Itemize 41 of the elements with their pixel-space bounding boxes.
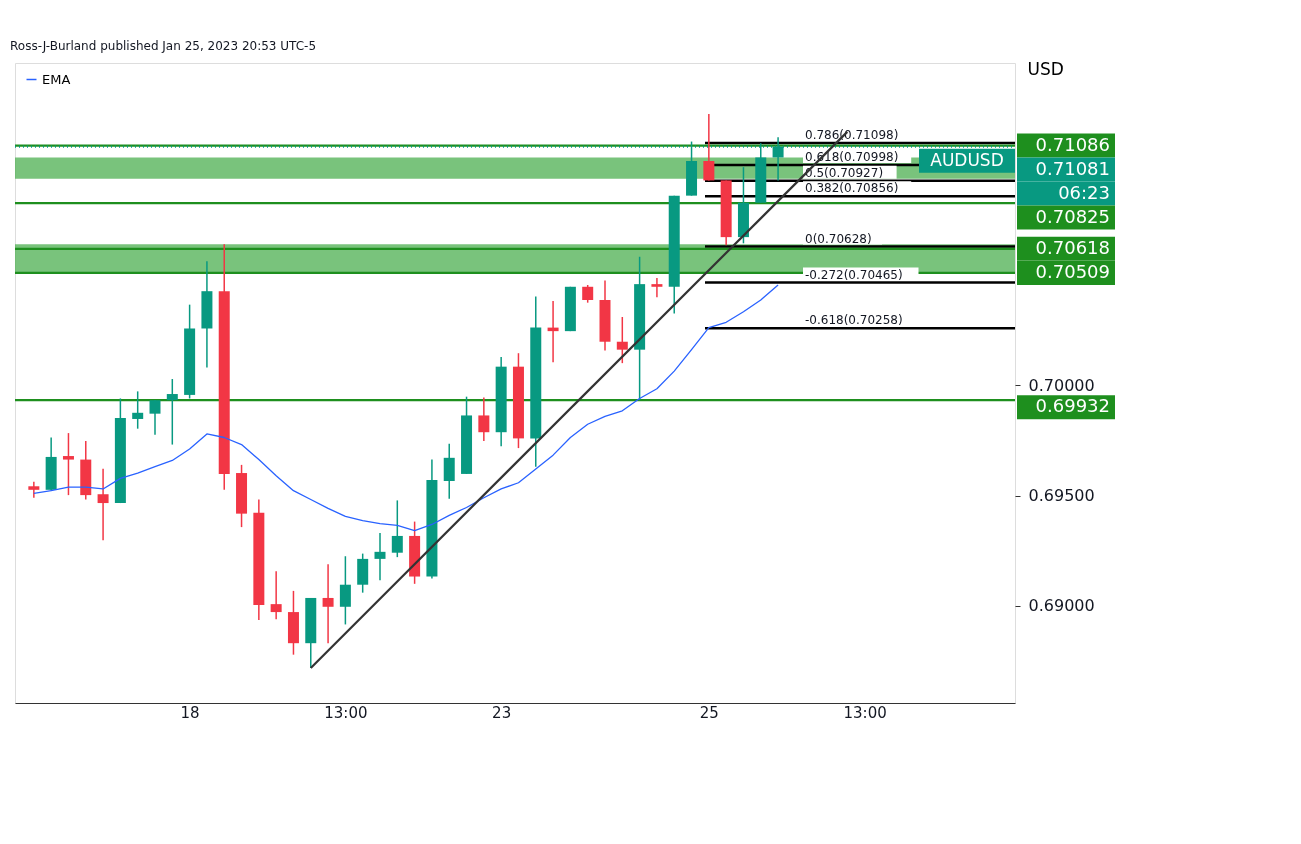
candlestick <box>270 570 282 620</box>
ref-line-label: 0.70509 <box>1035 260 1110 282</box>
candlestick <box>322 563 334 644</box>
x-tick-label: 25 <box>699 703 719 722</box>
x-tick-label: 23 <box>492 703 512 722</box>
ref-line-label: 0.70825 <box>1035 205 1110 227</box>
candlestick <box>374 532 386 582</box>
candlestick <box>149 399 161 436</box>
candlestick <box>443 442 455 500</box>
candlestick <box>703 113 715 182</box>
text: 06:23 <box>1058 181 1110 203</box>
ref-line-label: 0.382(0.70856) <box>805 181 899 196</box>
ref-line-label: -0.618(0.70258) <box>805 313 903 328</box>
ref-line-label: 0(0.70628) <box>805 231 872 246</box>
annotation: AUDUSD <box>930 149 1004 170</box>
candlestick <box>478 396 490 442</box>
candlestick <box>28 481 40 499</box>
x-tick-label: 18 <box>180 703 200 722</box>
candlestick <box>651 277 663 299</box>
y-tick-label: 0.69000 <box>1028 596 1095 616</box>
candlestick <box>616 316 628 364</box>
y-axis-title: USD <box>1027 58 1064 79</box>
legend-label: EMA <box>42 71 71 87</box>
line-series <box>33 284 779 532</box>
candlestick <box>62 432 74 496</box>
candlestick <box>166 378 178 446</box>
ref-line-label: 0.70618 <box>1035 236 1110 258</box>
text: Ross-J-Burland published Jan 25, 2023 20:53 UTC-5 <box>10 39 317 53</box>
x-tick-label: 13:00 <box>324 703 368 722</box>
y-tick-label: 0.70000 <box>1028 375 1095 395</box>
ref-line-label: -0.272(0.70465) <box>805 267 903 282</box>
candlestick <box>97 467 109 542</box>
candlestick <box>391 499 403 558</box>
ref-line-label: 0.71081 <box>1035 157 1110 179</box>
x-tick-label: 13:00 <box>843 703 887 722</box>
candlestick <box>339 555 351 626</box>
ref-line-label: 0.69932 <box>1035 395 1110 417</box>
candlestick <box>132 390 144 430</box>
ref-line-label: 0.71086 <box>1035 133 1110 155</box>
y-tick-label: 0.69500 <box>1028 486 1095 506</box>
ref-line-label: 0.5(0.70927) <box>805 165 884 180</box>
